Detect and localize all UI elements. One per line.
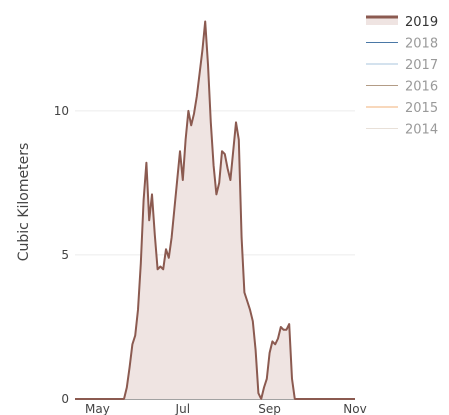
- x-tick-label: Nov: [343, 402, 366, 415]
- y-axis-label: Cubic Kilometers: [16, 143, 32, 262]
- legend-item-2018[interactable]: 2018: [366, 37, 438, 52]
- plot-area: [75, 20, 355, 400]
- legend-label: 2014: [405, 123, 438, 138]
- series-line-2019: [75, 20, 355, 400]
- legend-swatch: [366, 17, 398, 25]
- legend-item-2015[interactable]: 2015: [366, 101, 438, 116]
- x-tick-label: May: [85, 402, 110, 415]
- legend-item-2016[interactable]: 2016: [366, 80, 438, 95]
- y-tick-label: 0: [61, 392, 69, 406]
- x-axis-ticks: May Jul Sep Nov: [85, 402, 367, 415]
- legend: 2019 2018 2017 2016 2015 2014: [366, 15, 438, 138]
- y-axis-ticks: 0 5 10: [54, 104, 69, 406]
- legend-label: 2017: [405, 58, 438, 73]
- x-tick-label: Jul: [175, 402, 190, 415]
- series-area-2019: [75, 21, 355, 399]
- y-tick-label: 10: [54, 104, 69, 118]
- legend-item-2019[interactable]: 2019: [366, 15, 438, 30]
- x-tick-label: Sep: [258, 402, 281, 415]
- y-tick-label: 5: [61, 248, 69, 262]
- legend-item-2017[interactable]: 2017: [366, 58, 438, 73]
- legend-item-2014[interactable]: 2014: [366, 123, 438, 138]
- legend-label: 2015: [405, 101, 438, 116]
- legend-label: 2019: [405, 15, 438, 30]
- legend-label: 2018: [405, 37, 438, 52]
- legend-label: 2016: [405, 80, 438, 95]
